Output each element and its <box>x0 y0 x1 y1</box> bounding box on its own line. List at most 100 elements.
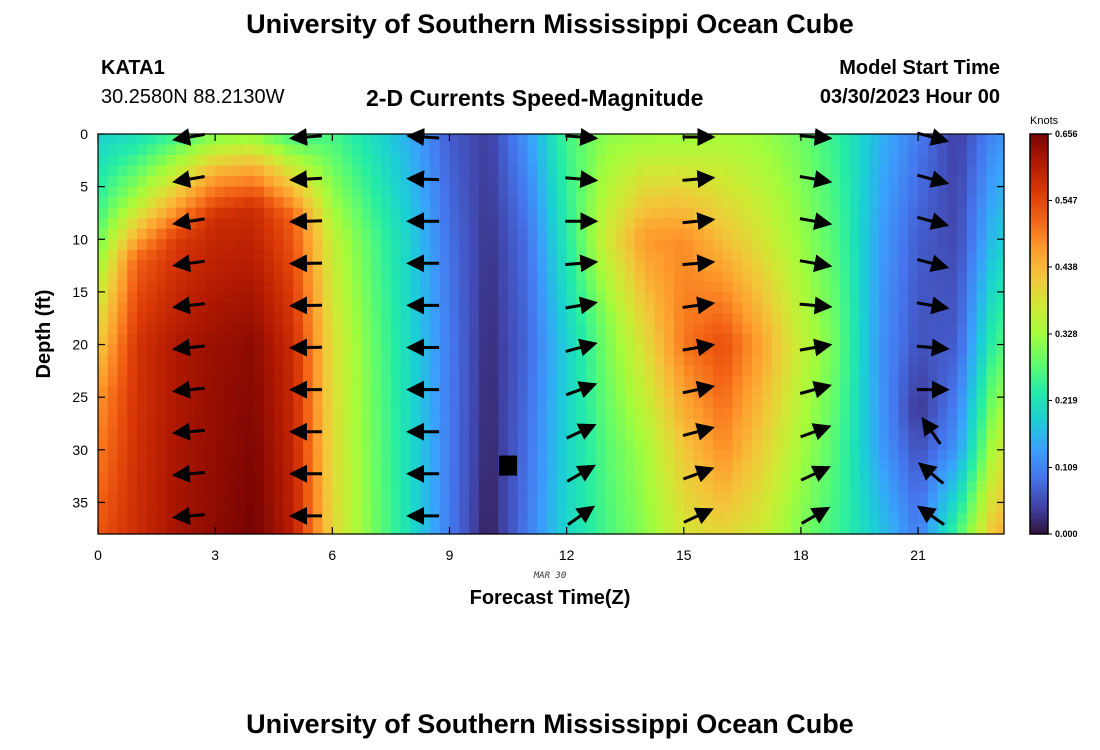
heatmap-cell <box>449 239 460 251</box>
heatmap-cell <box>859 344 870 356</box>
colorbar-tick-label: 0.656 <box>1055 129 1078 139</box>
heatmap-cell <box>244 428 255 440</box>
heatmap-cell <box>508 481 519 493</box>
heatmap-cell <box>283 197 294 209</box>
heatmap-cell <box>791 449 802 461</box>
current-vector-arrow <box>800 506 831 525</box>
heatmap-cell <box>644 355 656 367</box>
heatmap-cell <box>781 502 792 514</box>
heatmap-cell <box>117 291 128 304</box>
heatmap-cell <box>468 228 480 240</box>
heatmap-cell <box>566 249 577 261</box>
heatmap-cell <box>215 239 226 251</box>
heatmap-cell <box>625 428 636 440</box>
heatmap-cell <box>342 470 353 482</box>
heatmap-cell <box>293 239 304 251</box>
heatmap-cell <box>420 334 431 346</box>
heatmap-cell <box>576 439 587 451</box>
heatmap-cell <box>98 449 109 461</box>
heatmap-cell <box>527 144 538 156</box>
heatmap-cell <box>166 512 177 525</box>
heatmap-cell <box>605 439 617 451</box>
heatmap-cell <box>156 334 167 346</box>
heatmap-cell <box>410 281 421 293</box>
current-vector-arrow <box>289 338 323 357</box>
heatmap-cell <box>224 312 236 325</box>
heatmap-cell <box>527 165 538 177</box>
heatmap-cell <box>908 386 919 398</box>
heatmap-cell <box>879 249 890 261</box>
heatmap-cell <box>146 186 158 198</box>
heatmap-cell <box>634 470 646 482</box>
heatmap-cell <box>234 249 246 261</box>
heatmap-cell <box>176 228 187 240</box>
heatmap-cell <box>761 291 773 304</box>
heatmap-cell <box>322 523 333 535</box>
heatmap-cell <box>947 439 958 451</box>
heatmap-cell <box>742 134 753 146</box>
heatmap-cell <box>400 428 412 440</box>
heatmap-cell <box>556 239 568 251</box>
heatmap-cell <box>820 291 831 304</box>
heatmap-cell <box>215 165 226 177</box>
missing-data-cell <box>499 455 518 476</box>
heatmap-cell <box>859 491 870 504</box>
heatmap-cell <box>381 460 392 472</box>
heatmap-cell <box>586 155 597 167</box>
heatmap-cell <box>176 281 187 293</box>
heatmap-cell <box>488 144 499 156</box>
heatmap-cell <box>957 281 968 293</box>
heatmap-cell <box>839 176 851 188</box>
heatmap-cell <box>312 397 324 409</box>
heatmap-cell <box>215 312 226 325</box>
heatmap-cell <box>381 439 392 451</box>
heatmap-cell <box>732 239 743 251</box>
heatmap-cell <box>156 460 167 472</box>
heatmap-cell <box>947 249 958 261</box>
heatmap-cell <box>986 144 997 156</box>
heatmap-cell <box>595 207 607 219</box>
heatmap-cell <box>332 249 343 261</box>
heatmap-cell <box>137 428 148 440</box>
heatmap-cell <box>107 502 119 514</box>
heatmap-cell <box>605 270 617 282</box>
heatmap-cell <box>234 397 246 409</box>
heatmap-cell <box>244 312 255 325</box>
heatmap-cell <box>898 407 909 419</box>
heatmap-cell <box>654 186 665 198</box>
y-tick-label: 15 <box>72 284 88 300</box>
heatmap-cell <box>537 470 548 482</box>
heatmap-cell <box>185 302 197 314</box>
heatmap-cell <box>107 165 119 177</box>
heatmap-cell <box>810 249 822 261</box>
heatmap-cell <box>293 228 304 240</box>
heatmap-cell <box>273 428 285 440</box>
heatmap-cell <box>771 481 782 493</box>
heatmap-cell <box>849 312 861 325</box>
heatmap-cell <box>634 334 646 346</box>
heatmap-cell <box>234 323 246 335</box>
current-vector-arrow <box>565 254 599 273</box>
heatmap-cell <box>966 291 978 304</box>
heatmap-cell <box>830 228 841 240</box>
heatmap-cell <box>146 323 158 335</box>
heatmap-cell <box>683 155 695 167</box>
heatmap-cell <box>791 439 802 451</box>
heatmap-cell <box>537 386 548 398</box>
heatmap-cell <box>722 344 734 356</box>
heatmap-cell <box>839 491 851 504</box>
heatmap-cell <box>879 155 890 167</box>
heatmap-cell <box>693 291 704 304</box>
heatmap-cell <box>146 439 158 451</box>
heatmap-cell <box>927 439 939 451</box>
heatmap-cell <box>703 155 714 167</box>
heatmap-cell <box>869 397 880 409</box>
heatmap-cell <box>576 523 587 535</box>
heatmap-cell <box>107 418 119 430</box>
heatmap-cell <box>517 523 529 535</box>
heatmap-cell <box>722 312 734 325</box>
heatmap-cell <box>107 239 119 251</box>
heatmap-cell <box>185 418 197 430</box>
heatmap-cell <box>361 186 372 198</box>
